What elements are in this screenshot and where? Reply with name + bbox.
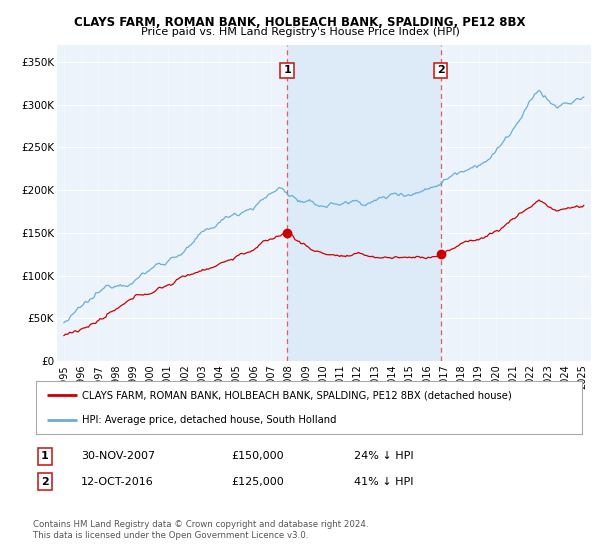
Text: 1: 1 — [283, 66, 291, 76]
Text: HPI: Average price, detached house, South Holland: HPI: Average price, detached house, Sout… — [82, 414, 337, 424]
Text: 24% ↓ HPI: 24% ↓ HPI — [354, 451, 413, 461]
Text: 12-OCT-2016: 12-OCT-2016 — [81, 477, 154, 487]
Text: 30-NOV-2007: 30-NOV-2007 — [81, 451, 155, 461]
Text: 1: 1 — [41, 451, 49, 461]
Text: CLAYS FARM, ROMAN BANK, HOLBEACH BANK, SPALDING, PE12 8BX (detached house): CLAYS FARM, ROMAN BANK, HOLBEACH BANK, S… — [82, 390, 512, 400]
Bar — [287, 45, 440, 361]
Text: £125,000: £125,000 — [231, 477, 284, 487]
Text: 2: 2 — [437, 66, 445, 76]
Text: 2: 2 — [41, 477, 49, 487]
Text: CLAYS FARM, ROMAN BANK, HOLBEACH BANK, SPALDING, PE12 8BX: CLAYS FARM, ROMAN BANK, HOLBEACH BANK, S… — [74, 16, 526, 29]
Text: Contains HM Land Registry data © Crown copyright and database right 2024.
This d: Contains HM Land Registry data © Crown c… — [33, 520, 368, 540]
Text: Price paid vs. HM Land Registry's House Price Index (HPI): Price paid vs. HM Land Registry's House … — [140, 27, 460, 37]
Text: 41% ↓ HPI: 41% ↓ HPI — [354, 477, 413, 487]
Text: £150,000: £150,000 — [231, 451, 284, 461]
